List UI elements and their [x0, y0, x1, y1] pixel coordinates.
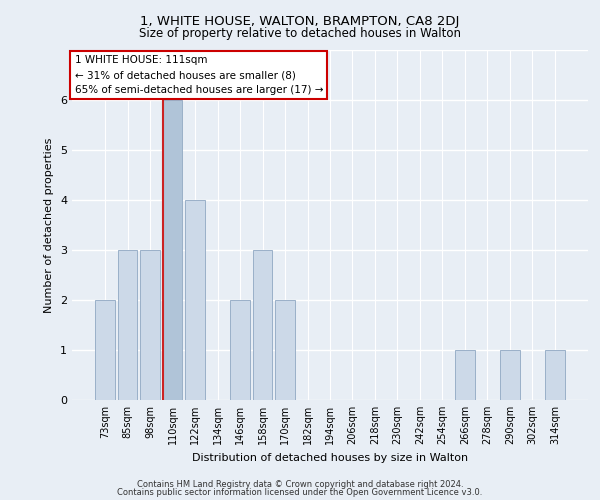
- Bar: [163, 100, 182, 400]
- Bar: [500, 350, 520, 400]
- Bar: [253, 250, 272, 400]
- Bar: [118, 250, 137, 400]
- Bar: [545, 350, 565, 400]
- Y-axis label: Number of detached properties: Number of detached properties: [44, 138, 55, 312]
- Text: Contains HM Land Registry data © Crown copyright and database right 2024.: Contains HM Land Registry data © Crown c…: [137, 480, 463, 489]
- Bar: [455, 350, 475, 400]
- Text: Contains public sector information licensed under the Open Government Licence v3: Contains public sector information licen…: [118, 488, 482, 497]
- Bar: [275, 300, 295, 400]
- Bar: [95, 300, 115, 400]
- Bar: [185, 200, 205, 400]
- X-axis label: Distribution of detached houses by size in Walton: Distribution of detached houses by size …: [192, 452, 468, 462]
- Bar: [230, 300, 250, 400]
- Text: Size of property relative to detached houses in Walton: Size of property relative to detached ho…: [139, 28, 461, 40]
- Text: 1 WHITE HOUSE: 111sqm
← 31% of detached houses are smaller (8)
65% of semi-detac: 1 WHITE HOUSE: 111sqm ← 31% of detached …: [74, 56, 323, 95]
- Bar: [140, 250, 160, 400]
- Text: 1, WHITE HOUSE, WALTON, BRAMPTON, CA8 2DJ: 1, WHITE HOUSE, WALTON, BRAMPTON, CA8 2D…: [140, 15, 460, 28]
